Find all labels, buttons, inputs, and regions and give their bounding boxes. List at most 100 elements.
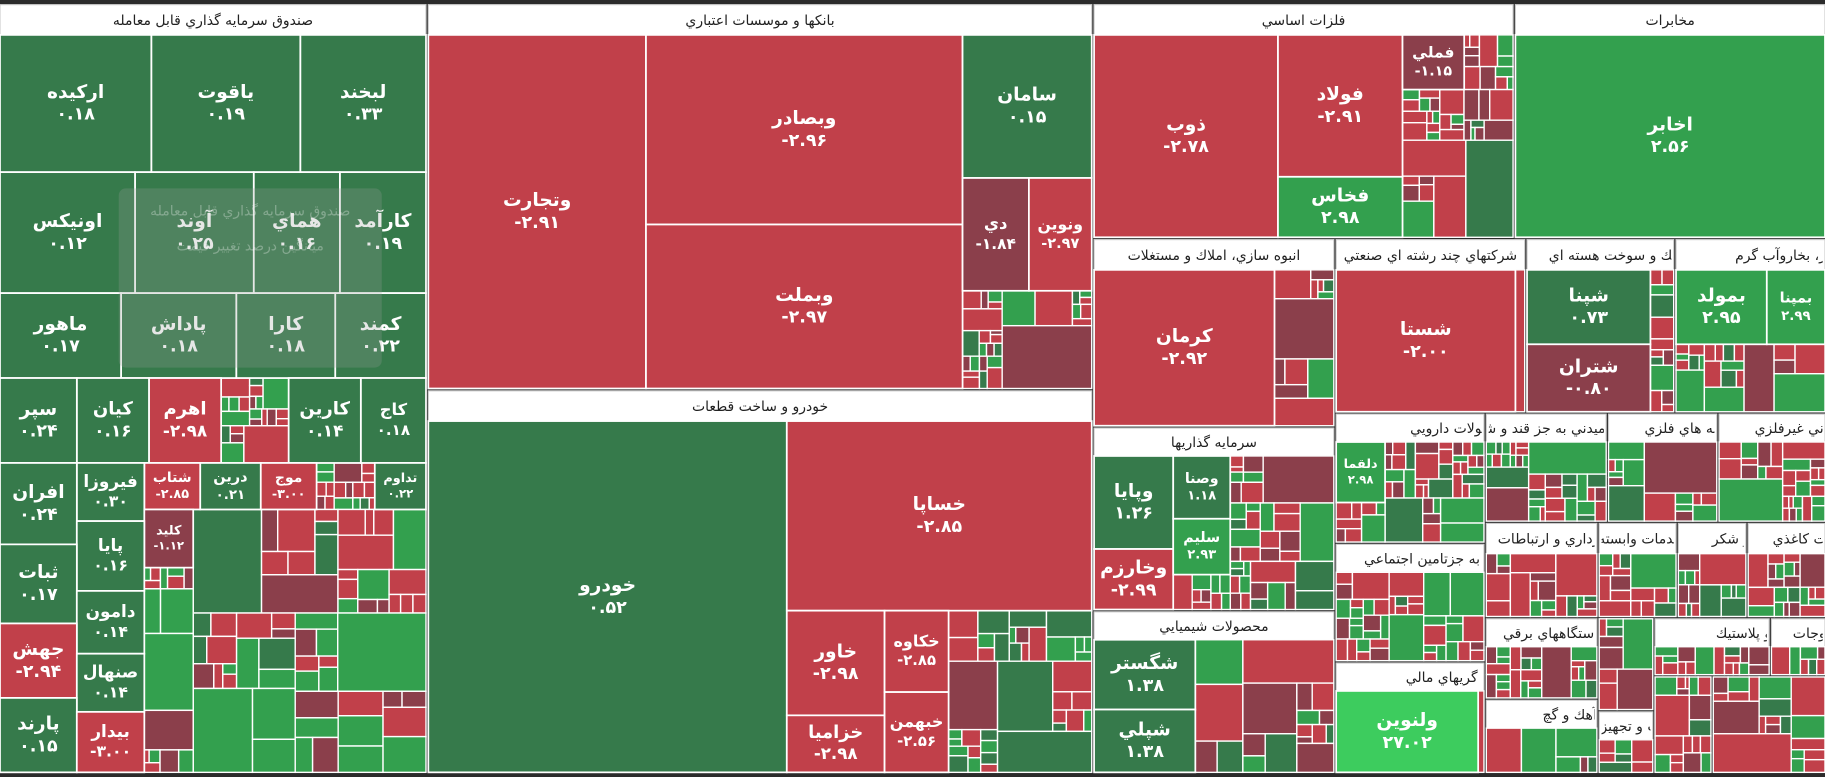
filler-cell bbox=[1266, 581, 1286, 611]
filler-cell bbox=[1720, 360, 1745, 371]
filler-cell bbox=[1612, 567, 1632, 577]
filler-cell bbox=[1238, 575, 1252, 594]
stock-change: ۰.۲۵ bbox=[175, 234, 214, 254]
filler-cell bbox=[1406, 595, 1425, 605]
sector-header bbox=[1093, 427, 1335, 457]
filler-cell bbox=[1682, 735, 1694, 754]
filler-cell bbox=[1401, 139, 1467, 177]
filler-cell bbox=[1723, 662, 1735, 676]
filler-cell bbox=[1494, 76, 1508, 91]
filler-cell bbox=[1781, 484, 1797, 498]
filler-cell bbox=[961, 728, 982, 747]
filler-cell bbox=[251, 738, 296, 774]
filler-cell bbox=[961, 370, 981, 378]
filler-cell bbox=[315, 471, 335, 483]
filler-cell bbox=[1491, 453, 1503, 468]
filler-cell bbox=[1071, 303, 1082, 320]
filler-cell bbox=[1764, 715, 1782, 726]
stock-cell bbox=[1401, 34, 1466, 91]
stock-change: ۲.۵۶ bbox=[1651, 137, 1690, 157]
stock-change: ۰.۳۰ bbox=[93, 492, 128, 511]
filler-cell bbox=[373, 508, 395, 536]
stock-name: خاور bbox=[813, 641, 857, 662]
filler-cell bbox=[1485, 646, 1498, 665]
filler-cell bbox=[1194, 639, 1244, 686]
filler-cell bbox=[1649, 294, 1675, 318]
sector-name: ماشين آلات و تجهيزات bbox=[1583, 718, 1715, 735]
filler-cell bbox=[1496, 656, 1511, 665]
filler-cell bbox=[235, 612, 273, 639]
filler-cell bbox=[1074, 651, 1093, 662]
filler-cell bbox=[1739, 646, 1750, 664]
filler-cell bbox=[159, 588, 194, 635]
stock-change: -۲.۵۶ bbox=[897, 733, 936, 750]
filler-cell bbox=[1259, 547, 1281, 563]
filler-cell bbox=[1801, 495, 1813, 522]
filler-cell bbox=[315, 628, 339, 657]
filler-cell bbox=[1727, 691, 1750, 702]
filler-cell bbox=[1052, 660, 1093, 693]
stock-cell bbox=[252, 171, 341, 294]
filler-cell bbox=[1242, 455, 1264, 473]
stock-name: اخابر bbox=[1647, 114, 1693, 135]
filler-cell bbox=[1388, 571, 1425, 598]
filler-cell bbox=[1052, 722, 1068, 733]
sector-name: سرمايه گذاريها bbox=[1171, 434, 1257, 451]
sector-header bbox=[1335, 662, 1485, 692]
filler-cell bbox=[1677, 584, 1690, 605]
stock-change: ۰.۲۱ bbox=[216, 488, 246, 503]
filler-cell bbox=[1722, 343, 1736, 362]
filler-cell bbox=[1685, 602, 1693, 618]
stock-name: ذوب bbox=[1166, 114, 1206, 135]
filler-cell bbox=[1775, 563, 1785, 580]
filler-cell bbox=[352, 481, 366, 499]
filler-cell bbox=[1240, 592, 1252, 611]
filler-cell bbox=[1418, 88, 1441, 99]
stock-cell bbox=[1675, 268, 1768, 346]
filler-cell bbox=[143, 588, 162, 635]
filler-cell bbox=[1391, 454, 1407, 471]
filler-cell bbox=[1191, 589, 1202, 603]
filler-cell bbox=[1349, 607, 1364, 619]
stock-cell bbox=[645, 34, 964, 226]
filler-cell bbox=[1423, 651, 1438, 662]
stock-name: كمند bbox=[360, 314, 402, 335]
stock-name: پايا bbox=[98, 535, 123, 556]
filler-cell bbox=[1799, 658, 1810, 676]
filler-cell bbox=[1757, 441, 1772, 468]
filler-cell bbox=[1795, 480, 1812, 498]
filler-cell bbox=[1379, 614, 1390, 640]
filler-cell bbox=[1483, 119, 1514, 141]
filler-cell bbox=[1807, 658, 1818, 676]
filler-cell bbox=[1384, 454, 1393, 471]
filler-cell bbox=[1388, 595, 1397, 616]
sector-header bbox=[427, 4, 1093, 36]
stock-change: -۲.۸۵ bbox=[897, 652, 936, 669]
filler-cell bbox=[1439, 128, 1465, 141]
filler-cell bbox=[1439, 497, 1485, 524]
filler-cell bbox=[1688, 719, 1712, 737]
filler-cell bbox=[311, 736, 339, 774]
filler-cell bbox=[1362, 598, 1375, 616]
filler-cell bbox=[1249, 581, 1269, 600]
stock-name: ونوين bbox=[1038, 214, 1084, 233]
stock-cell bbox=[961, 177, 1030, 292]
filler-cell bbox=[1465, 139, 1514, 238]
stock-name: ياقوت bbox=[198, 82, 255, 103]
filler-cell bbox=[1787, 586, 1801, 604]
filler-cell bbox=[1609, 589, 1632, 602]
filler-cell bbox=[1242, 471, 1264, 484]
stock-cell bbox=[150, 34, 302, 174]
filler-cell bbox=[1781, 507, 1791, 522]
stock-change: -۱.۱۵ bbox=[1415, 63, 1453, 79]
filler-cell bbox=[1229, 471, 1245, 484]
filler-cell bbox=[1494, 65, 1514, 78]
filler-cell bbox=[1452, 473, 1463, 499]
filler-cell bbox=[1509, 572, 1531, 618]
filler-cell bbox=[251, 687, 296, 740]
filler-cell bbox=[1654, 655, 1664, 676]
stock-cell bbox=[1093, 34, 1279, 239]
filler-cell bbox=[1074, 636, 1086, 653]
filler-cell bbox=[1662, 662, 1679, 676]
